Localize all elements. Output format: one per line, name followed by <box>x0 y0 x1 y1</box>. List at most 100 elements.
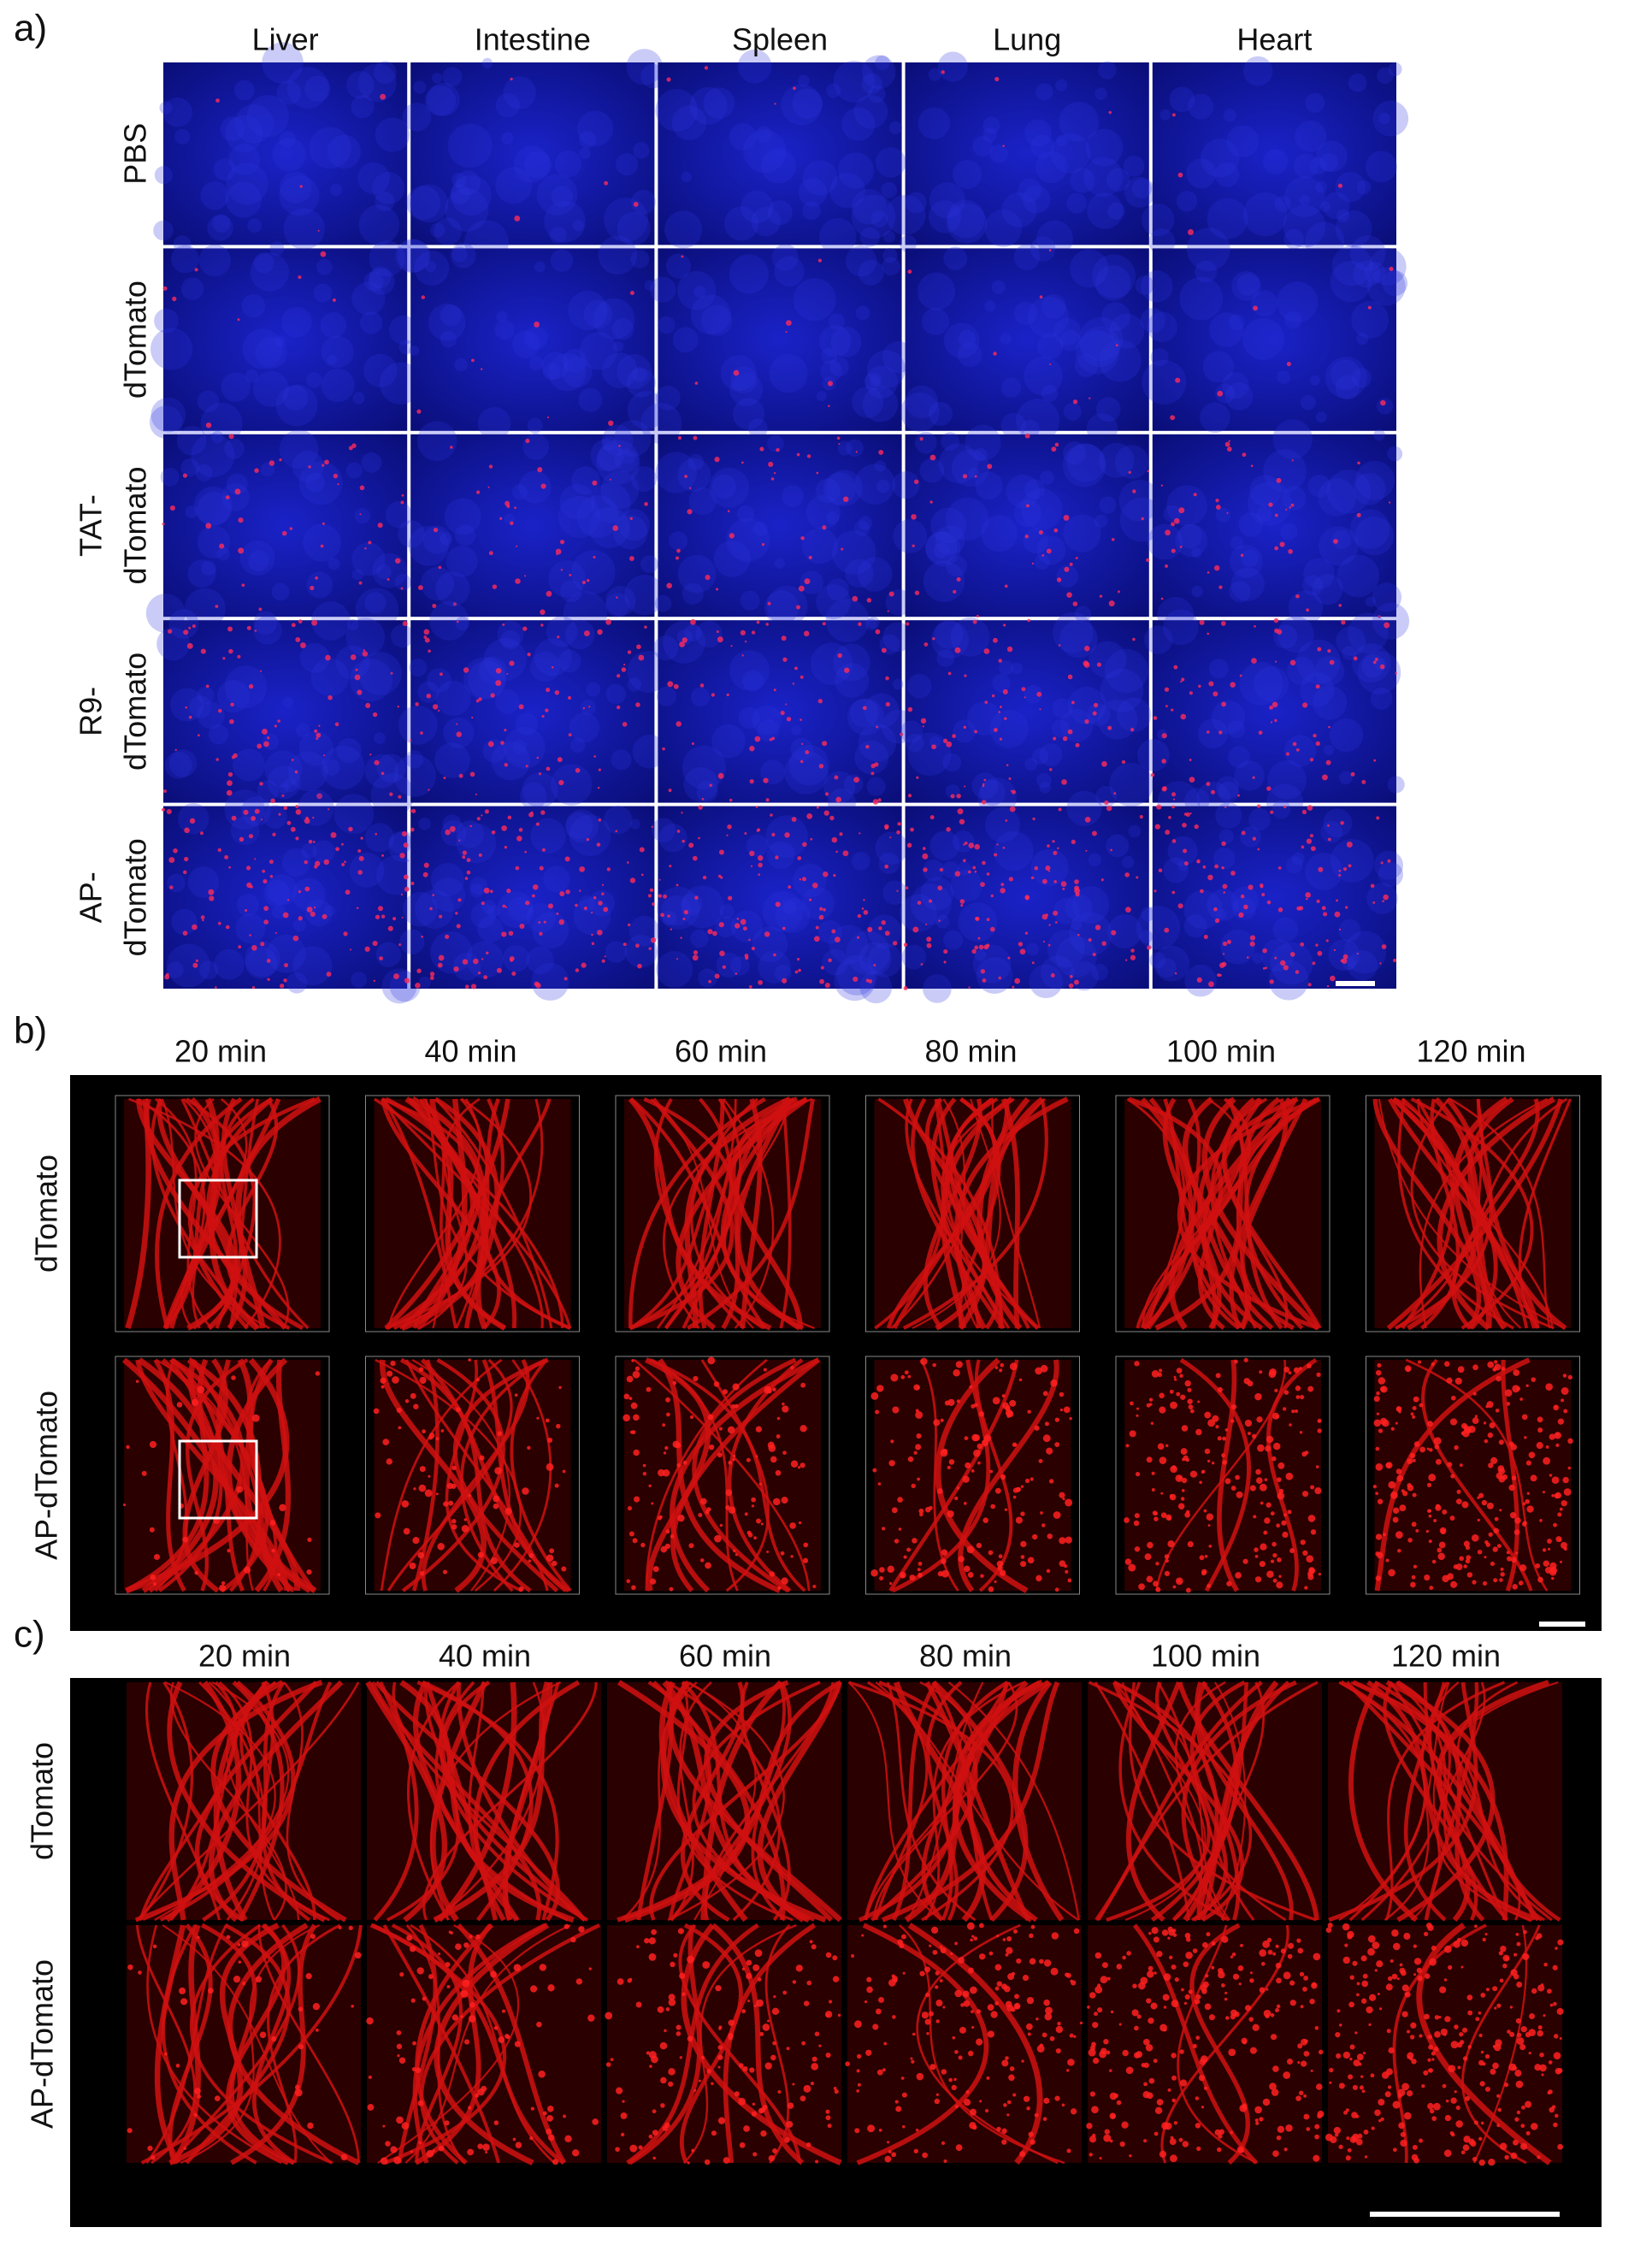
signal-dot <box>364 546 367 550</box>
signal-dot <box>168 857 175 864</box>
vessel-dot <box>1125 1444 1130 1448</box>
vessel-dot <box>1429 1586 1434 1590</box>
signal-dot <box>429 907 433 911</box>
nucleus-cluster <box>769 354 808 393</box>
vessel-dot <box>1449 1418 1458 1426</box>
signal-dot <box>354 674 361 681</box>
nucleus-cluster <box>655 89 699 132</box>
column-header: 80 min <box>924 1034 1017 1069</box>
vessel-dot <box>1201 1470 1205 1474</box>
vessel-dot <box>1277 1492 1285 1500</box>
vessel-dot <box>1009 1362 1018 1371</box>
vessel-dot <box>1487 1432 1494 1439</box>
signal-dot <box>314 729 318 733</box>
signal-dot <box>471 716 474 719</box>
vessel-dot <box>1039 1958 1044 1964</box>
signal-dot <box>1038 529 1043 535</box>
vessel-dot <box>1490 1561 1496 1567</box>
nucleus-cluster <box>1024 356 1063 396</box>
vessel-dot <box>881 1527 886 1531</box>
nucleus-cluster <box>357 162 390 195</box>
vessel-dot <box>547 1437 553 1443</box>
vessel-dot <box>1545 1383 1553 1391</box>
nucleus-cluster <box>360 311 383 334</box>
vessel-dot <box>406 1935 413 1941</box>
nucleus-cluster <box>868 85 886 103</box>
nucleus-cluster <box>1041 385 1059 402</box>
vessel-dot <box>812 1585 817 1589</box>
signal-dot <box>640 873 644 877</box>
signal-dot <box>941 70 945 74</box>
vessel-dot <box>715 1985 722 1992</box>
nucleus-cluster <box>309 127 351 169</box>
vessel <box>375 1358 522 1592</box>
signal-dot <box>963 725 967 730</box>
signal-dot <box>496 967 502 973</box>
signal-dot <box>440 672 443 676</box>
nucleus-cluster <box>1035 151 1068 184</box>
column-header: 60 min <box>675 1034 767 1069</box>
vessel-dot <box>1100 1976 1108 1984</box>
signal-dot <box>813 936 820 942</box>
vessel-dot <box>932 1362 936 1368</box>
vessel-dot <box>780 1551 785 1556</box>
nucleus-cluster <box>1335 375 1360 400</box>
nucleus-cluster <box>292 877 326 912</box>
vessel-dot <box>718 1427 723 1431</box>
signal-dot <box>428 789 430 791</box>
vessel-dot <box>760 1522 764 1526</box>
vessel-dot <box>1525 2031 1531 2038</box>
signal-dot <box>432 603 437 609</box>
vessel-dot <box>658 1468 665 1477</box>
signal-dot <box>394 558 401 564</box>
signal-dot <box>364 946 370 952</box>
vessel-dot <box>634 1496 640 1503</box>
vessel-dot <box>884 2155 892 2163</box>
vessel-dot <box>1254 1576 1262 1583</box>
nucleus-cluster <box>943 246 968 271</box>
vessel-dot <box>764 2062 772 2070</box>
tissue-background <box>163 434 408 617</box>
vessel <box>493 1359 552 1592</box>
signal-dot <box>1032 817 1035 821</box>
signal-dot <box>593 755 597 758</box>
signal-dot <box>1041 913 1048 920</box>
vessel-dot <box>1553 2001 1557 2006</box>
vessel-dot <box>605 2062 611 2067</box>
vessel-dot <box>1027 2032 1031 2036</box>
signal-dot <box>270 798 275 804</box>
nucleus-cluster <box>1364 262 1386 284</box>
nucleus-cluster <box>854 464 895 505</box>
vessel <box>412 1359 440 1592</box>
nucleus-cluster <box>743 129 787 174</box>
nucleus-cluster <box>893 678 904 690</box>
vessel-dot <box>1460 2150 1466 2155</box>
signal-dot <box>506 504 510 509</box>
signal-dot <box>925 923 928 925</box>
vessel-dot <box>752 2152 758 2157</box>
signal-dot <box>380 93 386 100</box>
nucleus-cluster <box>272 137 307 172</box>
vessel-dot <box>1287 1953 1293 1959</box>
nucleus-cluster <box>914 431 937 454</box>
vessel-dot <box>1171 1465 1177 1470</box>
signal-dot <box>540 483 546 489</box>
nucleus-cluster <box>528 356 544 371</box>
nucleus-cluster <box>1231 270 1262 301</box>
signal-dot <box>1325 759 1331 765</box>
vessel-dot <box>1359 2085 1364 2090</box>
nucleus-cluster <box>390 624 415 648</box>
signal-dot <box>1380 861 1384 865</box>
signal-dot <box>1240 553 1244 558</box>
vessel-dot <box>665 2007 670 2012</box>
vessel-dot <box>1270 1559 1275 1563</box>
vessel-dot <box>1031 1533 1038 1540</box>
signal-dot <box>325 654 331 661</box>
zoom-image <box>607 1680 842 1923</box>
signal-dot <box>1307 805 1313 811</box>
vessel-dot <box>1462 1429 1470 1438</box>
vessel-dot <box>856 2089 860 2093</box>
nucleus-cluster <box>424 85 457 116</box>
vessel-dot <box>1248 2017 1254 2022</box>
